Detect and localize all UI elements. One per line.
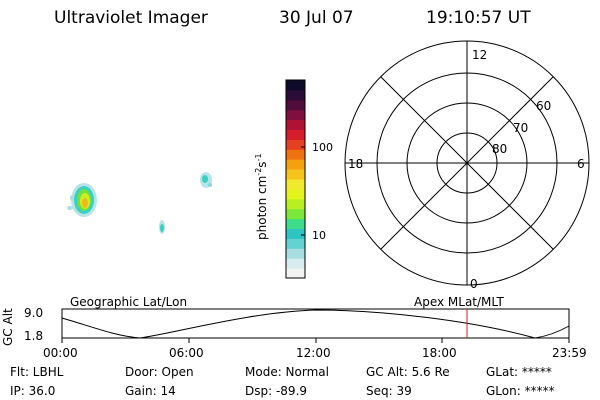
- colorbar-swatch: [286, 139, 305, 150]
- x-tick-1200: 12:00: [296, 346, 331, 360]
- gc-alt-status: GC Alt: 5.6 Re: [366, 365, 450, 379]
- orbit-left-title: Geographic Lat/Lon: [70, 295, 188, 309]
- colorbar-swatch: [286, 268, 305, 279]
- mlt-label-18: 18: [348, 157, 364, 171]
- x-tick-0000: 00:00: [43, 346, 78, 360]
- orbit-right-title: Apex MLat/MLT: [414, 295, 504, 309]
- colorbar-swatch: [286, 218, 305, 229]
- x-tick-0600: 06:00: [169, 346, 204, 360]
- colorbar-swatch: [286, 159, 305, 170]
- colorbar-swatch: [286, 169, 305, 180]
- colorbar-swatch: [286, 238, 305, 249]
- emission-blob-large: [67, 183, 97, 217]
- mlat-label-70: 70: [513, 121, 529, 135]
- colorbar-swatch: [286, 188, 305, 200]
- colorbar-tick-10: 10: [312, 229, 326, 242]
- colorbar-swatch: [286, 149, 305, 160]
- door-status: Door: Open: [125, 365, 194, 379]
- colorbar-swatch: [286, 228, 305, 239]
- glat-status: GLat: *****: [486, 365, 552, 379]
- emission-blob-small-right: [200, 172, 212, 188]
- mlt-label-0: 0: [470, 277, 478, 291]
- mlat-label-60: 60: [536, 99, 552, 113]
- colorbar-swatch: [286, 179, 305, 190]
- colorbar-swatch: [286, 129, 305, 140]
- colorbar-swatch: [286, 248, 305, 259]
- colorbar-swatch: [286, 258, 305, 269]
- glon-status: GLon: *****: [486, 384, 555, 398]
- filter-status: Flt: LBHL: [10, 365, 64, 379]
- gain-status: Gain: 14: [125, 384, 176, 398]
- colorbar-tick-100: 100: [312, 141, 333, 154]
- time-label: 19:10:57 UT: [426, 8, 531, 28]
- seq-status: Seq: 39: [366, 384, 412, 398]
- colorbar-swatch: [286, 119, 305, 130]
- instrument-title: Ultraviolet Imager: [54, 8, 208, 28]
- dsp-status: Dsp: -89.9: [245, 384, 308, 398]
- colorbar-swatch: [286, 198, 305, 210]
- orbit-altitude-curve: [61, 309, 570, 339]
- mlt-label-12: 12: [472, 48, 488, 62]
- mlt-label-6: 6: [577, 157, 585, 171]
- colorbar-swatch: [286, 89, 305, 101]
- orbit-y-bottom: 1.8: [24, 329, 44, 343]
- x-tick-1800: 18:00: [422, 346, 457, 360]
- mode-status: Mode: Normal: [245, 365, 329, 379]
- x-tick-2359: 23:59: [552, 346, 587, 360]
- ip-status: IP: 36.0: [10, 384, 56, 398]
- colorbar-swatch: [286, 80, 305, 91]
- emission-blob-small-bottom: [159, 220, 165, 234]
- colorbar-swatch: [286, 109, 305, 121]
- orbit-y-top: 9.0: [24, 306, 44, 320]
- colorbar-swatch: [286, 208, 305, 220]
- colorbar-swatch: [286, 99, 305, 111]
- colorbar-frame: [285, 79, 306, 279]
- date-label: 30 Jul 07: [279, 8, 354, 28]
- mlat-label-80: 80: [492, 142, 508, 156]
- orbit-plot-frame: [61, 308, 570, 339]
